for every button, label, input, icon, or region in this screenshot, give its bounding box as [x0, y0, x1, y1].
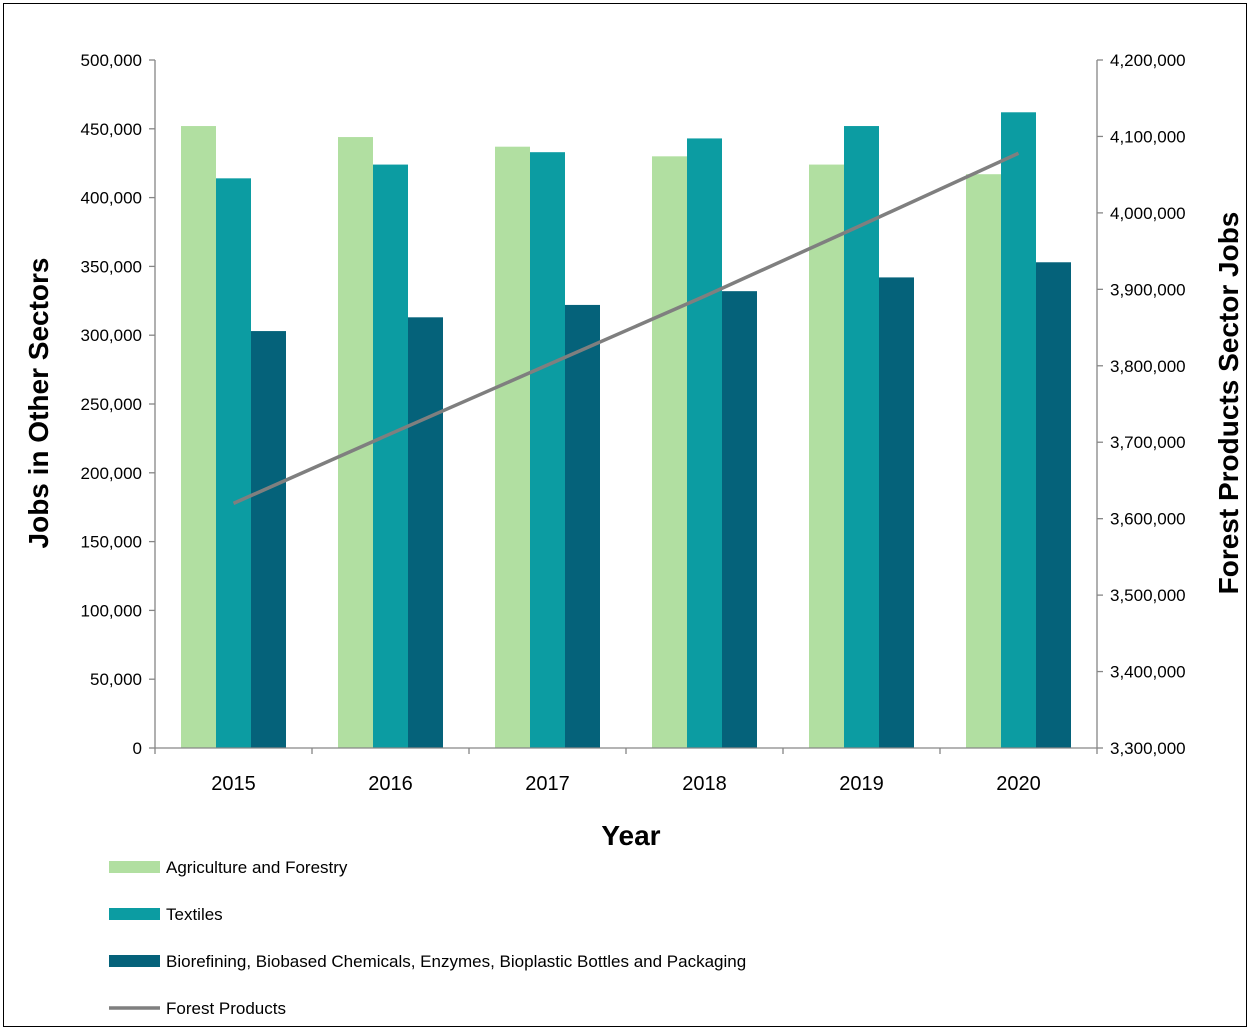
bar: [495, 146, 530, 749]
legend-label: Textiles: [166, 905, 223, 924]
left-tick-label: 0: [133, 739, 142, 758]
bar: [251, 331, 286, 748]
right-tick-label: 3,800,000: [1110, 357, 1186, 376]
bar: [1036, 262, 1071, 748]
right-tick-label: 3,700,000: [1110, 433, 1186, 452]
bar: [879, 277, 914, 748]
bar: [722, 291, 757, 748]
right-tick-label: 3,900,000: [1110, 280, 1186, 299]
bar: [408, 317, 443, 748]
legend-item: Agriculture and Forestry: [109, 858, 348, 877]
left-tick-label: 500,000: [81, 51, 142, 70]
bar: [565, 304, 600, 748]
line-series: [232, 151, 1020, 505]
legend-label: Agriculture and Forestry: [166, 858, 348, 877]
chart-frame: [3, 3, 1247, 1027]
y-axis-title: Jobs in Other Sectors: [23, 258, 54, 549]
x-tick-label: 2018: [682, 773, 727, 795]
right-y-axis: 3,300,000 3,400,000 3,500,000 3,600,000 3,70…: [1096, 51, 1186, 758]
left-tick-label: 350,000: [81, 257, 142, 276]
bar: [652, 156, 687, 748]
series-line: [232, 151, 1020, 505]
bar: [966, 174, 1001, 748]
legend-item: Textiles: [109, 905, 223, 924]
right-tick-label: 3,600,000: [1110, 510, 1186, 529]
legend: Agriculture and Forestry Textiles Biorefin…: [109, 858, 746, 1018]
x-axis-title: Year: [601, 820, 660, 851]
right-tick-label: 3,300,000: [1110, 739, 1186, 758]
right-tick-label: 4,200,000: [1110, 51, 1186, 70]
left-tick-label: 250,000: [81, 395, 142, 414]
right-tick-label: 4,100,000: [1110, 127, 1186, 146]
right-tick-label: 3,500,000: [1110, 586, 1186, 605]
bar: [687, 138, 722, 748]
bar: [1001, 112, 1036, 748]
left-tick-label: 150,000: [81, 533, 142, 552]
x-tick-label: 2019: [839, 773, 884, 795]
legend-label: Forest Products: [166, 999, 286, 1018]
legend-label: Biorefining, Biobased Chemicals, Enzymes…: [166, 952, 746, 971]
x-tick-label: 2020: [996, 773, 1041, 795]
left-tick-label: 200,000: [81, 464, 142, 483]
left-tick-label: 300,000: [81, 326, 142, 345]
legend-item: Forest Products: [109, 999, 286, 1018]
x-axis: 2015 2016 2017 2018 2019 2020: [154, 747, 1098, 795]
left-y-axis: 0 50,000 100,000 150,000 200,000 250,000 300,0…: [81, 51, 156, 758]
legend-swatch: [109, 955, 160, 967]
x-tick-label: 2017: [525, 773, 570, 795]
left-tick-label: 450,000: [81, 120, 142, 139]
left-tick-label: 400,000: [81, 189, 142, 208]
x-tick-label: 2016: [368, 773, 413, 795]
left-tick-label: 50,000: [90, 670, 142, 689]
right-tick-label: 4,000,000: [1110, 204, 1186, 223]
bar: [809, 164, 844, 749]
bar-series: [181, 112, 1071, 749]
legend-item: Biorefining, Biobased Chemicals, Enzymes…: [109, 952, 746, 971]
x-tick-label: 2015: [211, 773, 256, 795]
bar: [530, 152, 565, 748]
right-tick-label: 3,400,000: [1110, 663, 1186, 682]
legend-swatch: [109, 908, 160, 920]
bar: [373, 164, 408, 749]
left-tick-label: 100,000: [81, 601, 142, 620]
legend-swatch: [109, 861, 160, 873]
y2-axis-title: Forest Products Sector Jobs: [1213, 212, 1244, 595]
bar: [216, 178, 251, 748]
bar: [181, 126, 216, 749]
